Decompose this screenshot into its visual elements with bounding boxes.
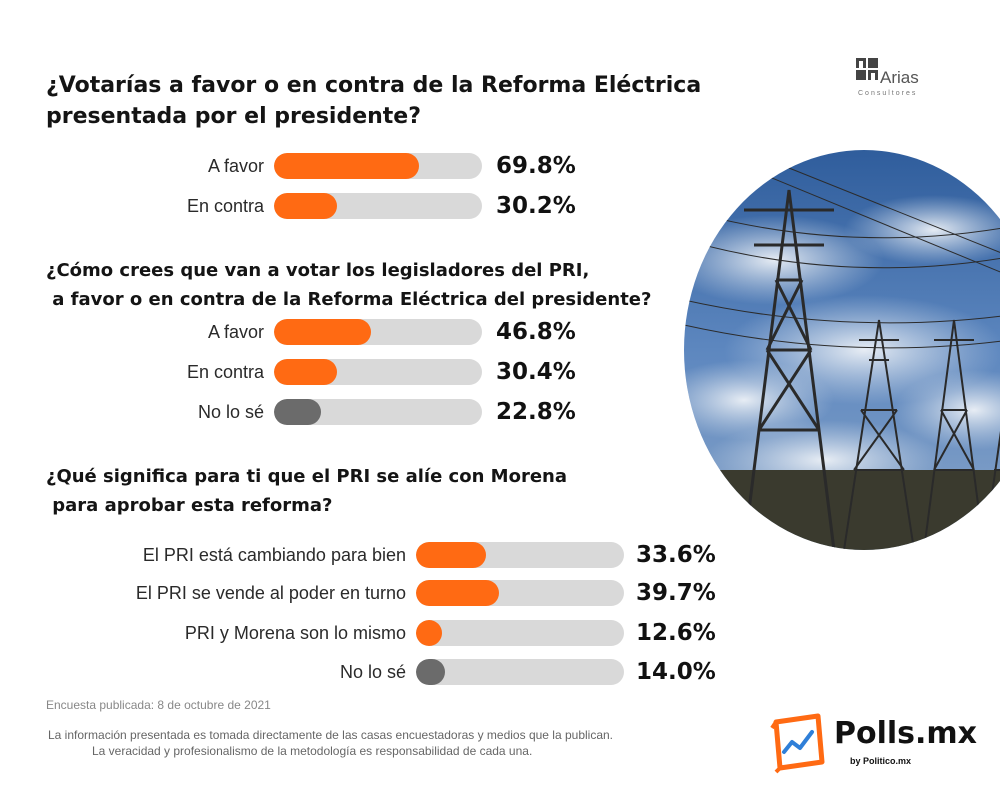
bar-track <box>274 319 482 345</box>
bar-track <box>274 193 482 219</box>
polls-logo-icon <box>770 713 825 774</box>
bar-row: A favor 69.8% <box>208 153 586 179</box>
bar-row: En contra 30.2% <box>187 193 586 219</box>
arias-logo-subtext: Consultores <box>858 90 918 97</box>
disclaimer-line-2: La veracidad y profesionalismo de la met… <box>92 744 533 758</box>
question-1-title-line: presentada por el presidente? <box>46 104 421 129</box>
bar-track <box>274 399 482 425</box>
bar-label: En contra <box>186 362 264 382</box>
bar-track <box>274 359 482 385</box>
question-3-title-line: para aprobar esta reforma? <box>46 495 333 516</box>
bar-value-label: 33.6% <box>636 542 716 568</box>
bar-value-label: 12.6% <box>636 620 716 646</box>
bar-value-label: 30.4% <box>496 359 576 385</box>
arias-consultores-logo: Arias Consultores <box>856 56 926 102</box>
bar-label: A favor <box>207 156 264 176</box>
question-3-title: ¿Qué significa para ti que el PRI se alí… <box>46 462 666 520</box>
bar-fill <box>416 580 499 606</box>
bar-label: No lo sé <box>339 662 406 682</box>
disclaimer-line-1: La información presentada es tomada dire… <box>48 728 614 742</box>
bar-value-label: 14.0% <box>636 659 716 685</box>
bar-fill <box>416 659 446 685</box>
bar-value-label: 46.8% <box>496 319 576 345</box>
bar-row: El PRI está cambiando para bien 33.6% <box>143 542 726 568</box>
bar-value-label: 22.8% <box>496 399 576 425</box>
bar-value-label: 30.2% <box>496 193 576 219</box>
bar-fill <box>416 542 486 568</box>
bar-track <box>274 153 482 179</box>
bar-track <box>416 620 624 646</box>
bar-track <box>416 542 624 568</box>
bar-row: A favor 46.8% <box>208 319 586 345</box>
bar-row: No lo sé 14.0% <box>340 659 726 685</box>
question-3-title-line: ¿Qué significa para ti que el PRI se alí… <box>46 466 567 487</box>
bar-label: No lo sé <box>197 402 264 422</box>
bar-value-label: 69.8% <box>496 153 576 179</box>
question-2-title-line: a favor o en contra de la Reforma Eléctr… <box>46 289 652 310</box>
bar-row: El PRI se vende al poder en turno 39.7% <box>136 580 726 606</box>
question-1-title-line: ¿Votarías a favor o en contra de la Refo… <box>46 73 702 98</box>
bar-fill <box>274 153 420 179</box>
bar-label: PRI y Morena son lo mismo <box>184 623 406 643</box>
arias-logo-mark <box>856 58 878 80</box>
question-2-title-line: ¿Cómo crees que van a votar los legislad… <box>46 260 590 281</box>
bar-fill <box>416 620 443 646</box>
polls-mx-logo <box>770 712 970 782</box>
bar-track <box>416 580 624 606</box>
bar-label: El PRI está cambiando para bien <box>142 545 406 565</box>
question-1-title: ¿Votarías a favor o en contra de la Refo… <box>46 70 746 132</box>
bar-label: En contra <box>186 196 264 216</box>
bar-fill <box>274 399 322 425</box>
bar-track <box>416 659 624 685</box>
arias-logo-text: Arias <box>880 68 919 87</box>
transmission-towers-image <box>684 150 1000 550</box>
bar-label: A favor <box>207 322 264 342</box>
bar-fill <box>274 359 338 385</box>
bar-fill <box>274 193 337 219</box>
bar-fill <box>274 319 372 345</box>
transmission-towers-photo <box>684 150 1000 550</box>
bar-row: En contra 30.4% <box>187 359 586 385</box>
bar-row: No lo sé 22.8% <box>198 399 586 425</box>
polls-mx-byline: by Politico.mx <box>850 756 912 766</box>
bar-value-label: 39.7% <box>636 580 716 606</box>
bar-row: PRI y Morena son lo mismo 12.6% <box>185 620 726 646</box>
question-2-title: ¿Cómo crees que van a votar los legislad… <box>46 256 706 314</box>
polls-mx-wordmark: Polls.mx <box>834 716 978 751</box>
publication-date: Encuesta publicada: 8 de octubre de 2021 <box>46 698 271 712</box>
bar-label: El PRI se vende al poder en turno <box>135 583 406 603</box>
